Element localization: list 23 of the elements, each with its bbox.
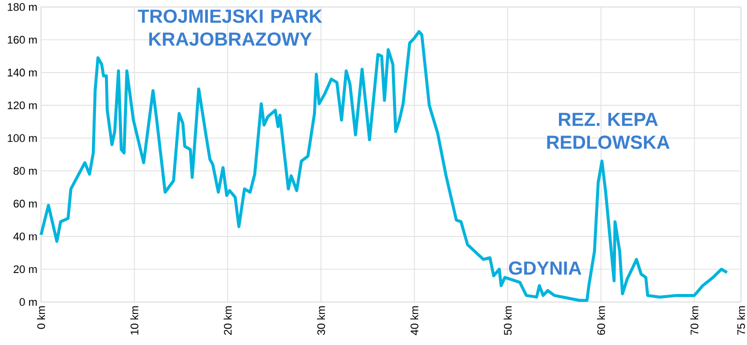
- x-tick-label: 40 km: [410, 306, 418, 336]
- y-tick-label: 40 m: [13, 232, 37, 240]
- x-tick-label: 10 km: [130, 306, 138, 335]
- line-series: [40, 30, 728, 302]
- y-tick-label: 120 m: [8, 101, 37, 110]
- y-tick-label: 180 m: [8, 3, 37, 11]
- x-tick-label: 50 km: [504, 306, 512, 335]
- x-tick-label: 0 km: [36, 306, 46, 329]
- annotation: TROJMIEJSKI PARK KRAJOBRAZOWY: [138, 9, 322, 46]
- y-tick-label: 60 m: [14, 200, 37, 208]
- annotation: REZ. KEPA REDLOWSKA: [547, 112, 670, 149]
- y-tick-label: 140 m: [8, 68, 37, 76]
- y-tick-label: 100 m: [8, 134, 37, 142]
- x-tick-label: 75 km: [736, 306, 746, 335]
- annotation: GDYNIA: [508, 261, 582, 275]
- y-tick-label: 0 m: [20, 298, 37, 306]
- x-tick-label: 20 km: [224, 306, 232, 335]
- x-tick-label: 30 km: [316, 306, 326, 335]
- y-tick-label: 80 m: [14, 167, 37, 175]
- y-tick-label: 160 m: [8, 36, 37, 44]
- y-tick-label: 20 m: [14, 265, 37, 274]
- x-tick-label: 60 km: [596, 306, 606, 335]
- x-tick-label: 70 km: [690, 306, 698, 335]
